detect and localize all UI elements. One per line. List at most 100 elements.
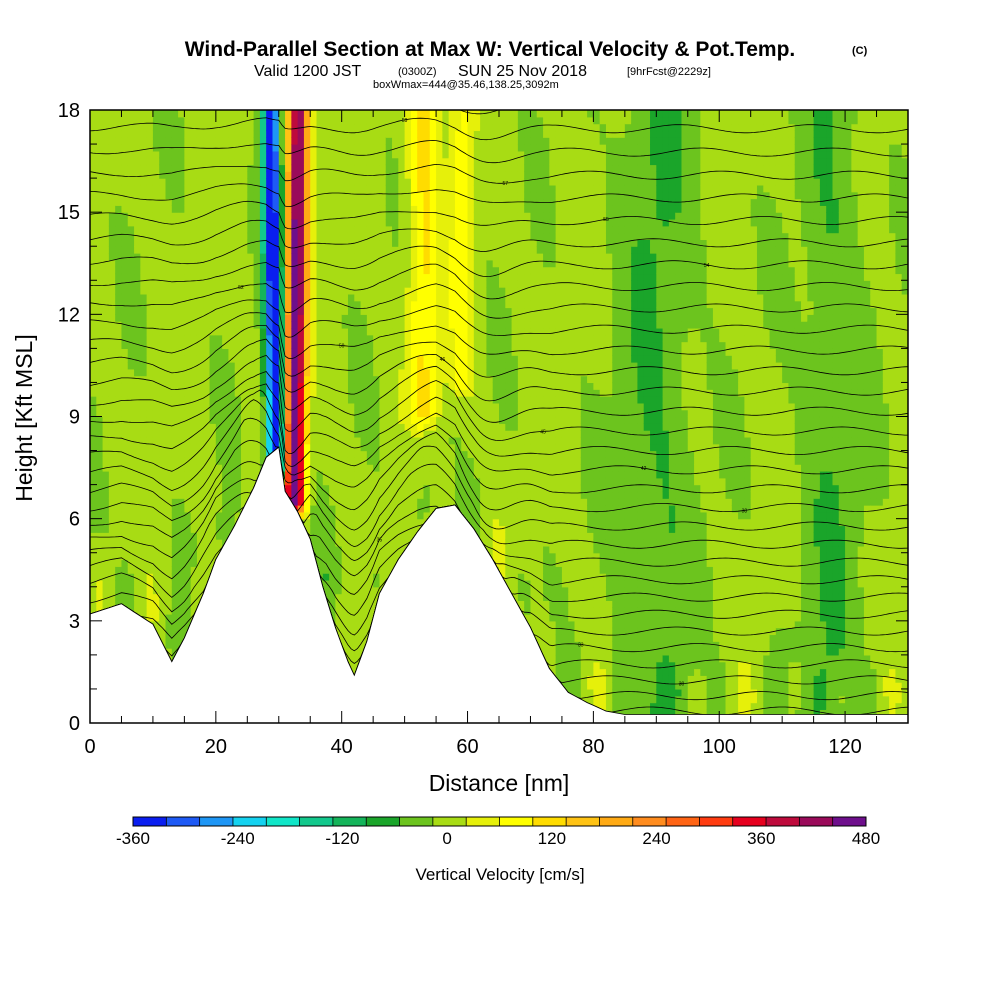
velocity-cell — [278, 150, 286, 159]
velocity-cell — [266, 171, 274, 179]
velocity-cell — [360, 573, 368, 581]
velocity-cell — [278, 178, 286, 186]
velocity-cell — [347, 355, 355, 363]
velocity-cell — [354, 157, 362, 166]
velocity-cell — [159, 450, 167, 458]
velocity-cell — [429, 389, 437, 397]
velocity-cell — [228, 239, 236, 247]
velocity-cell — [366, 293, 374, 302]
velocity-cell — [316, 314, 324, 322]
velocity-cell — [121, 150, 129, 159]
velocity-cell — [146, 178, 154, 186]
velocity-cell — [222, 368, 230, 377]
velocity-cell — [171, 355, 179, 363]
velocity-cell — [178, 362, 185, 370]
velocity-cell — [329, 409, 336, 418]
velocity-cell — [115, 334, 123, 343]
velocity-cell — [134, 607, 141, 615]
velocity-cell — [366, 382, 374, 390]
velocity-cell — [341, 409, 349, 418]
velocity-cell — [228, 484, 236, 493]
velocity-cell — [165, 293, 173, 302]
velocity-cell — [392, 300, 399, 309]
velocity-cell — [115, 232, 123, 241]
velocity-cell — [417, 232, 425, 241]
velocity-cell — [398, 137, 406, 145]
velocity-cell — [222, 321, 230, 329]
velocity-cell — [329, 573, 336, 581]
velocity-cell — [354, 505, 362, 513]
velocity-cell — [127, 464, 135, 472]
velocity-cell — [316, 218, 324, 227]
velocity-cell — [178, 157, 185, 166]
velocity-cell — [115, 389, 123, 397]
velocity-cell — [102, 477, 110, 486]
velocity-cell — [379, 566, 387, 574]
velocity-cell — [228, 225, 236, 234]
velocity-cell — [121, 382, 129, 390]
velocity-cell — [366, 518, 374, 527]
velocity-cell — [108, 600, 116, 608]
velocity-cell — [215, 314, 223, 322]
velocity-cell — [234, 287, 242, 295]
velocity-cell — [184, 123, 192, 132]
velocity-cell — [429, 198, 437, 206]
velocity-cell — [140, 464, 148, 472]
velocity-cell — [165, 205, 173, 213]
velocity-cell — [291, 498, 299, 506]
velocity-cell — [360, 205, 368, 213]
velocity-cell — [222, 511, 230, 520]
velocity-cell — [417, 423, 425, 431]
velocity-cell — [184, 110, 192, 118]
velocity-cell — [285, 246, 292, 254]
velocity-cell — [335, 579, 343, 588]
velocity-cell — [108, 314, 116, 322]
velocity-cell — [373, 184, 381, 193]
velocity-cell — [385, 116, 393, 125]
velocity-cell — [278, 157, 286, 166]
velocity-cell — [108, 307, 116, 315]
velocity-cell — [159, 402, 167, 411]
velocity-cell — [90, 362, 97, 370]
velocity-cell — [354, 648, 362, 656]
velocity-cell — [159, 552, 167, 561]
velocity-cell — [285, 484, 292, 493]
velocity-cell — [322, 137, 330, 145]
velocity-cell — [341, 375, 349, 384]
velocity-cell — [259, 218, 267, 227]
velocity-cell — [140, 178, 148, 186]
velocity-cell — [404, 484, 412, 493]
velocity-cell — [108, 293, 116, 302]
velocity-cell — [373, 314, 381, 322]
velocity-cell — [341, 116, 349, 125]
velocity-cell — [184, 402, 192, 411]
velocity-cell — [203, 321, 211, 329]
velocity-cell — [272, 436, 280, 445]
velocity-cell — [385, 110, 393, 118]
velocity-cell — [140, 184, 148, 193]
velocity-cell — [266, 436, 274, 445]
velocity-cell — [222, 355, 230, 363]
velocity-cell — [354, 123, 362, 132]
velocity-cell — [121, 171, 129, 179]
velocity-cell — [410, 198, 418, 206]
velocity-cell — [121, 205, 129, 213]
velocity-cell — [360, 355, 368, 363]
velocity-cell — [379, 293, 387, 302]
velocity-cell — [140, 280, 148, 288]
velocity-cell — [247, 144, 255, 152]
velocity-cell — [196, 348, 204, 356]
velocity-cell — [347, 110, 355, 118]
velocity-cell — [385, 525, 393, 533]
velocity-cell — [272, 334, 280, 343]
velocity-cell — [360, 518, 368, 527]
velocity-cell — [102, 341, 110, 349]
velocity-cell — [203, 218, 211, 227]
velocity-cell — [247, 464, 255, 472]
velocity-cell — [379, 348, 387, 356]
velocity-cell — [247, 205, 255, 213]
velocity-cell — [102, 443, 110, 452]
velocity-cell — [272, 225, 280, 234]
velocity-cell — [297, 239, 305, 247]
velocity-cell — [303, 430, 311, 438]
